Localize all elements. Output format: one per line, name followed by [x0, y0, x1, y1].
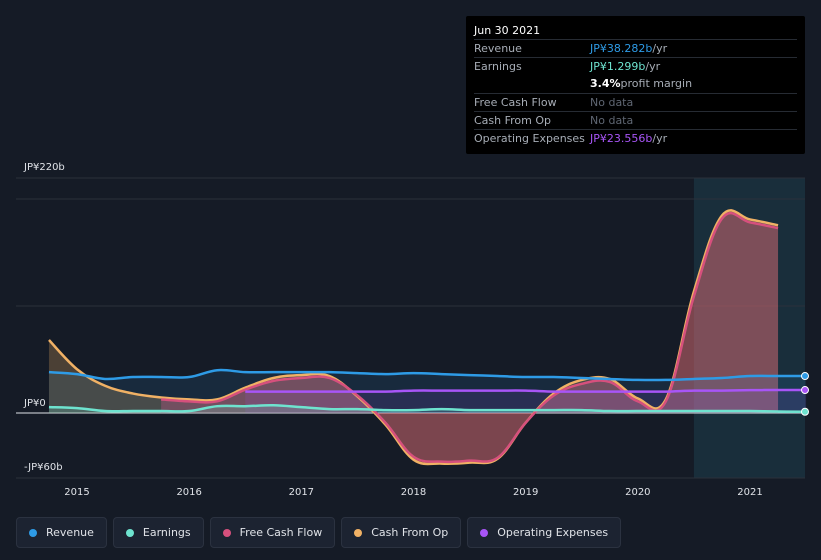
tooltip-row: Cash From Op No data	[474, 110, 797, 129]
endpoint-revenue	[801, 372, 809, 381]
chart-legend: Revenue Earnings Free Cash Flow Cash From O…	[16, 517, 622, 548]
tooltip-row-value: JP¥23.556b	[590, 131, 653, 145]
x-tick-label: 2021	[737, 487, 762, 498]
y-tick-label: -JP¥60b	[24, 462, 63, 473]
gridlines	[16, 177, 805, 479]
endpoint-earnings	[801, 407, 809, 416]
tooltip-row-label: Earnings	[474, 60, 522, 74]
legend-dot-icon	[222, 528, 231, 537]
legend-label: Operating Expenses	[497, 526, 609, 539]
line-operating-expenses	[245, 388, 807, 393]
tooltip-row-value: JP¥1.299b	[590, 60, 646, 74]
tooltip-row-unit: profit margin	[620, 77, 693, 91]
x-axis-labels: 2015 2016 2017 2018 2019 2020 2021	[64, 487, 762, 498]
x-tick-label: 2015	[64, 487, 89, 498]
legend-label: Cash From Op	[371, 526, 449, 539]
tooltip-row-label: Cash From Op	[474, 113, 552, 127]
tooltip-row-label	[474, 75, 590, 92]
tooltip-row: Revenue JP¥38.282b /yr	[474, 39, 797, 57]
legend-dot-icon	[125, 528, 134, 537]
legend-item-cash-from-op[interactable]: Cash From Op	[341, 517, 462, 548]
legend-item-operating-expenses[interactable]: Operating Expenses	[467, 517, 622, 548]
legend-dot-icon	[480, 528, 489, 537]
area-cash-from-op	[48, 210, 779, 465]
area-operating-expenses	[245, 390, 807, 413]
legend-item-earnings[interactable]: Earnings	[112, 517, 204, 548]
series-endpoints	[801, 372, 809, 416]
legend-label: Free Cash Flow	[239, 526, 323, 539]
legend-dot-icon	[29, 528, 37, 537]
forecast-highlight-region	[693, 178, 805, 478]
legend-item-free-cash-flow[interactable]: Free Cash Flow	[209, 517, 336, 548]
y-axis-labels: JP¥220b JP¥0 -JP¥60b	[23, 162, 65, 473]
tooltip-row-value: No data	[590, 95, 634, 109]
line-earnings	[48, 403, 807, 413]
x-tick-label: 2016	[176, 487, 201, 498]
tooltip-row: Operating Expenses JP¥23.556b /yr	[474, 128, 797, 147]
area-free-cash-flow	[161, 213, 779, 462]
tooltip-row-value: No data	[590, 113, 634, 127]
tooltip-row-unit: /yr	[652, 42, 668, 55]
tooltip-row: 3.4% profit margin	[474, 75, 797, 92]
legend-label: Revenue	[46, 526, 94, 539]
tooltip-row-label: Operating Expenses	[474, 131, 585, 145]
tooltip-row-unit: /yr	[645, 60, 661, 74]
tooltip-row-label: Free Cash Flow	[474, 95, 557, 109]
tooltip-row-value: 3.4%	[590, 77, 621, 91]
tooltip-row-value: JP¥38.282b	[590, 42, 653, 55]
x-tick-label: 2020	[625, 487, 650, 498]
tooltip-row-unit: /yr	[652, 131, 668, 145]
legend-label: Earnings	[142, 526, 191, 539]
x-tick-label: 2019	[513, 487, 538, 498]
data-tooltip: Jun 30 2021 Revenue JP¥38.282b /yr Earning…	[466, 16, 805, 154]
line-revenue	[48, 368, 807, 382]
y-tick-label: JP¥220b	[23, 162, 65, 173]
tooltip-row: Free Cash Flow No data	[474, 92, 797, 111]
y-tick-label: JP¥0	[23, 398, 46, 409]
series-areas	[48, 210, 807, 465]
legend-item-revenue[interactable]: Revenue	[16, 517, 107, 548]
x-tick-label: 2018	[401, 487, 426, 498]
legend-dot-icon	[354, 528, 363, 537]
line-free-cash-flow	[161, 211, 779, 464]
tooltip-row: Earnings JP¥1.299b /yr	[474, 57, 797, 75]
endpoint-operating-expenses	[801, 386, 809, 395]
tooltip-row-label: Revenue	[474, 42, 522, 55]
tooltip-date: Jun 30 2021	[474, 24, 541, 37]
x-tick-label: 2017	[289, 487, 314, 498]
tooltip-rows: Revenue JP¥38.282b /yr Earnings JP¥1.299b /…	[474, 39, 797, 147]
series-lines	[48, 209, 807, 466]
